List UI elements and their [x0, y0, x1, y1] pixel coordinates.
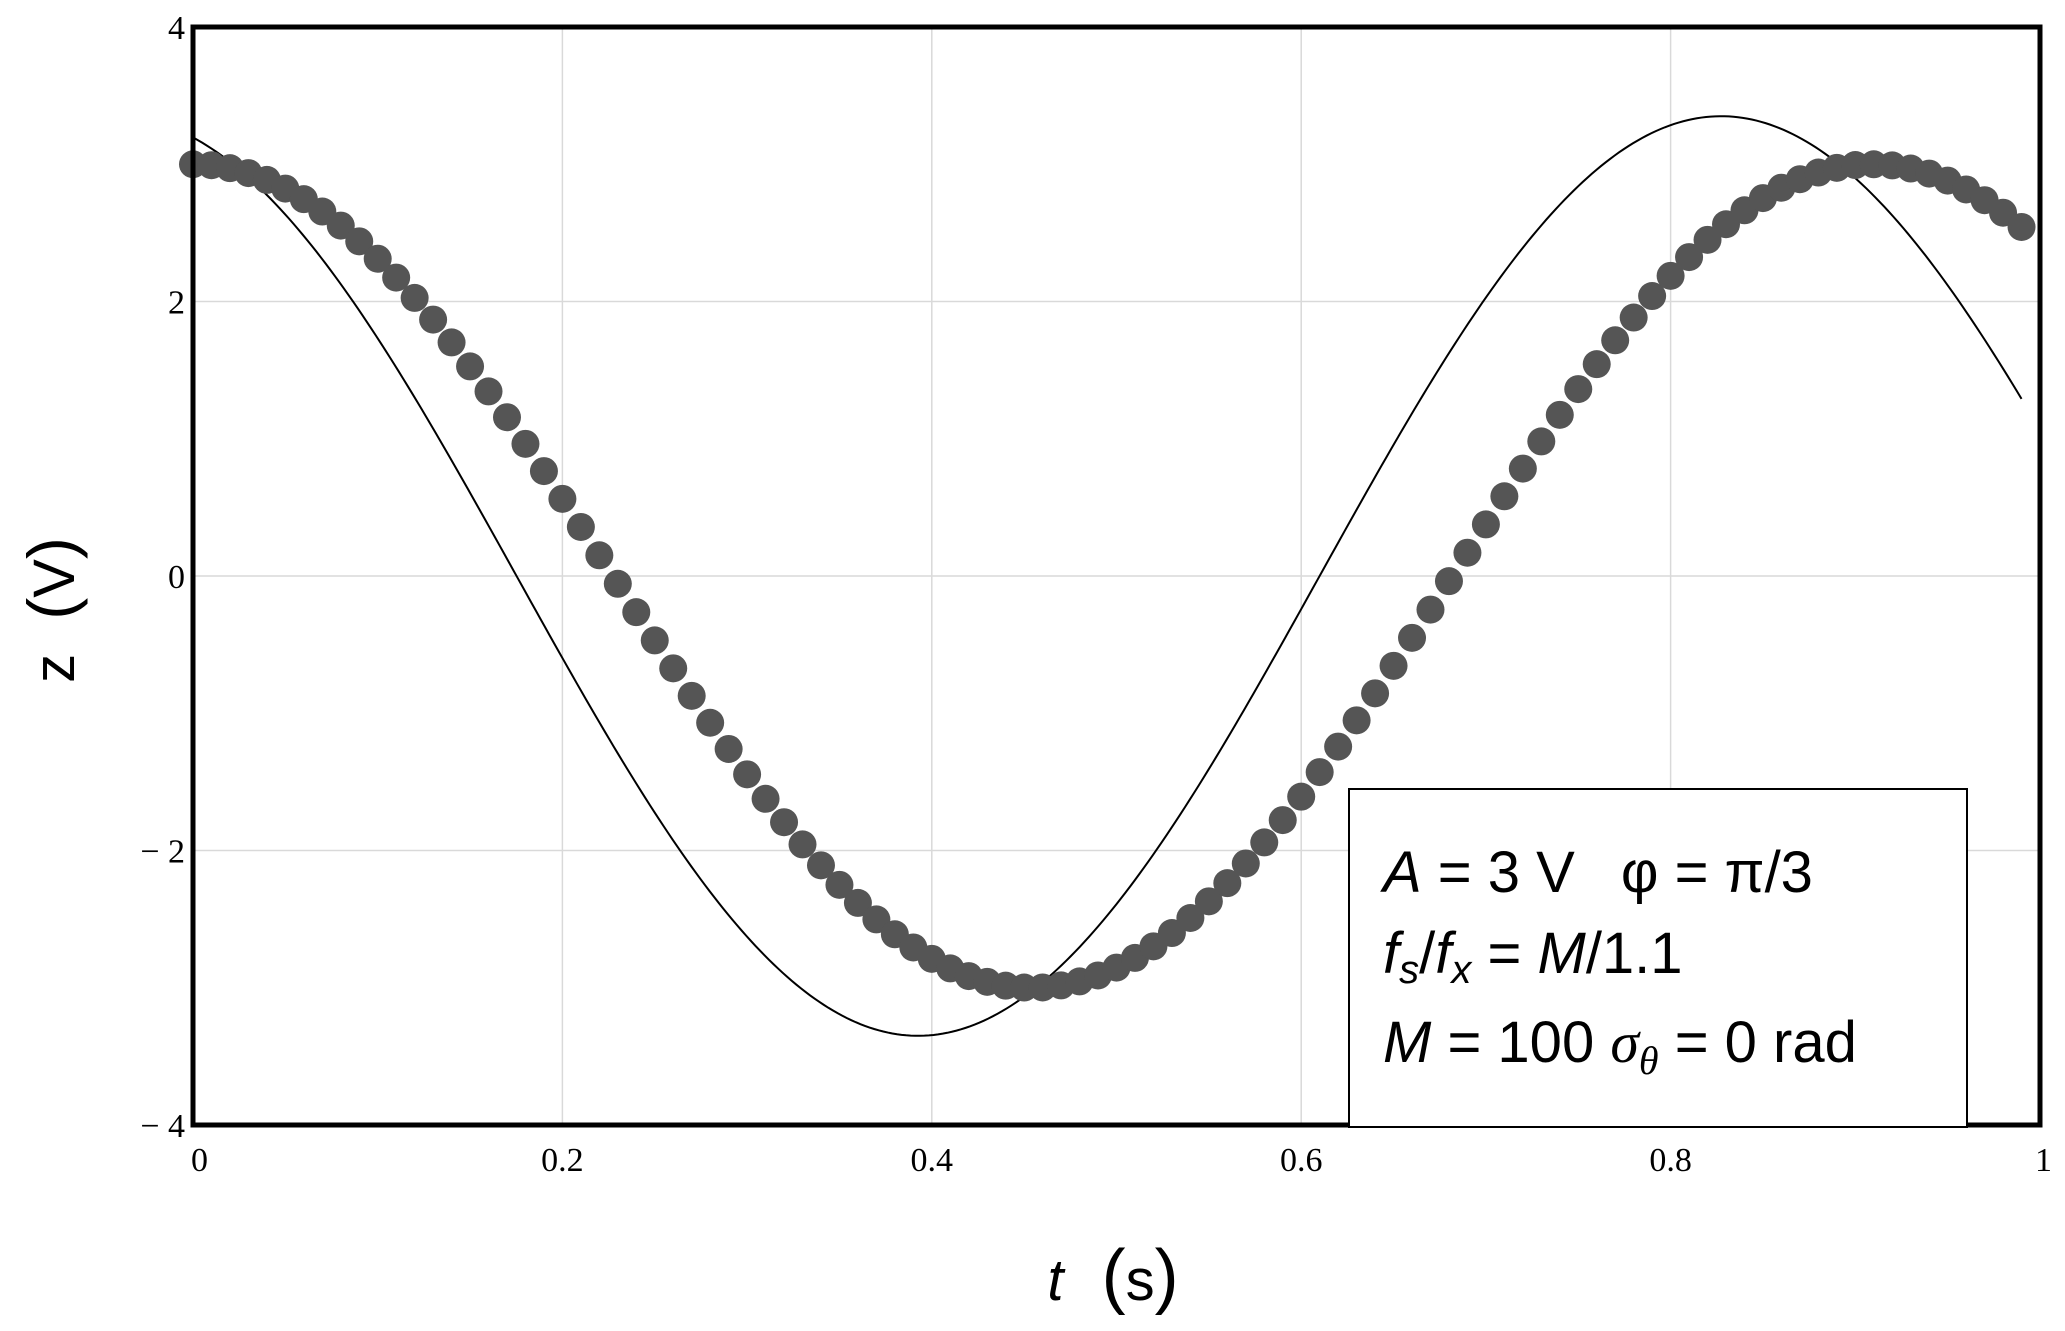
sample-point: [1453, 538, 1482, 567]
sample-point: [1527, 427, 1556, 456]
sample-point: [1675, 243, 1704, 272]
sample-point: [456, 352, 485, 381]
sample-point: [659, 654, 688, 683]
sample-point: [1268, 806, 1297, 835]
sample-point: [1693, 225, 1722, 254]
x-axis-ticks: 0 0.2 0.4 0.6 0.8 1: [191, 1142, 2052, 1179]
y-tick-label: − 2: [140, 834, 185, 871]
sample-point: [1508, 454, 1537, 483]
legend-line-2: fs/fx = M/1.1: [1383, 921, 1683, 992]
y-tick-label: 4: [168, 10, 185, 47]
sample-point: [1231, 849, 1260, 878]
sample-point: [529, 457, 558, 486]
sample-point: [2007, 212, 2036, 241]
sample-point: [1305, 758, 1334, 787]
sample-point: [1287, 782, 1316, 811]
sample-point: [492, 403, 521, 432]
sample-point: [677, 681, 706, 710]
fitted-line: [192, 115, 2023, 1037]
sample-point: [1638, 282, 1667, 311]
x-axis-title: t (s): [1047, 1236, 1178, 1316]
sample-point: [474, 377, 503, 406]
sample-point: [326, 211, 355, 240]
sample-point: [1398, 623, 1427, 652]
y-tick-label: 2: [168, 285, 185, 322]
sample-point: [437, 328, 466, 357]
sample-point: [1361, 679, 1390, 708]
sample-point: [585, 541, 614, 570]
x-axis-var: t: [1047, 1248, 1066, 1313]
y-tick-label: − 4: [140, 1108, 185, 1145]
fitted-line-series: [192, 115, 2023, 1037]
plot-frame: [190, 24, 2043, 1128]
sample-point: [733, 760, 762, 789]
sample-point: [1564, 375, 1593, 404]
sample-point: [1490, 482, 1519, 511]
sample-point: [511, 429, 540, 458]
x-tick-label: 0.6: [1280, 1142, 1323, 1179]
x-tick-label: 1: [2035, 1142, 2052, 1179]
sample-point: [825, 870, 854, 899]
x-tick-label: 0: [191, 1142, 208, 1179]
sample-point: [1176, 904, 1205, 932]
x-tick-label: 0.2: [541, 1142, 584, 1179]
sample-point: [770, 808, 799, 837]
sample-point: [400, 283, 429, 312]
sample-point: [1213, 869, 1242, 898]
sample-point: [548, 484, 577, 513]
sample-point: [419, 305, 448, 334]
sample-point: [1434, 567, 1463, 596]
sample-point: [714, 734, 743, 763]
x-axis-unit: s: [1126, 1248, 1155, 1313]
sample-point: [640, 626, 669, 655]
sample-point: [1601, 326, 1630, 355]
sample-point: [363, 244, 392, 273]
sample-point: [1582, 350, 1611, 379]
sample-point: [1194, 887, 1223, 916]
legend-box: [1348, 788, 1968, 1128]
sample-point: [788, 830, 817, 859]
sample-marker-series: [179, 150, 2036, 1002]
y-axis-title: z (V): [14, 537, 88, 683]
sample-point: [382, 263, 411, 292]
sample-point: [806, 851, 835, 880]
sample-point: [1342, 706, 1371, 735]
sample-point: [1471, 510, 1500, 539]
x-tick-label: 0.4: [911, 1142, 954, 1179]
sample-point: [1379, 651, 1408, 680]
sample-point: [1416, 595, 1445, 624]
sample-point: [345, 227, 374, 256]
x-tick-label: 0.8: [1649, 1142, 1692, 1179]
sample-point: [696, 708, 725, 737]
sample-point: [566, 512, 595, 541]
sample-point: [1324, 732, 1353, 761]
legend-line-3: M = 100 σθ = 0 rad: [1383, 1010, 1857, 1083]
sample-point: [1545, 400, 1574, 429]
sample-point: [603, 569, 632, 598]
sample-point: [1250, 828, 1279, 857]
sample-point: [622, 598, 651, 627]
sample-point: [1656, 261, 1685, 290]
sample-point: [751, 784, 780, 813]
y-axis-ticks: 4 2 0 − 2 − 4: [140, 10, 185, 1145]
sample-point: [1619, 303, 1648, 332]
y-tick-label: 0: [168, 559, 185, 596]
sample-point: [843, 888, 872, 917]
y-axis-var: z: [22, 654, 87, 683]
y-axis-unit: V: [22, 559, 87, 598]
